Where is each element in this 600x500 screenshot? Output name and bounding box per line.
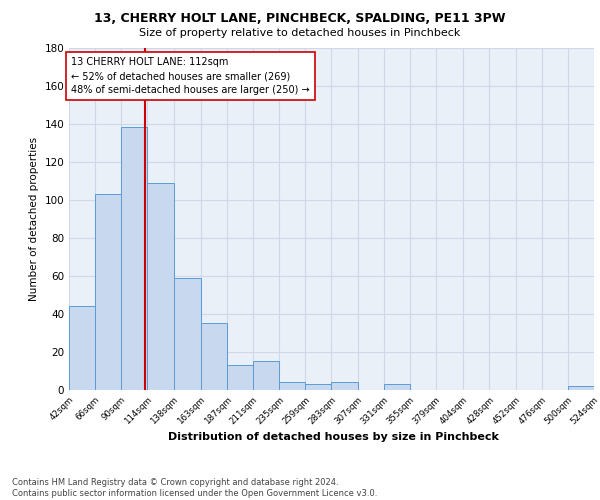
Bar [253,362,279,390]
Bar [173,278,201,390]
Bar [201,324,227,390]
Bar [331,382,358,390]
Text: Distribution of detached houses by size in Pinchbeck: Distribution of detached houses by size … [167,432,499,442]
Bar [384,384,410,390]
Bar [279,382,305,390]
Text: Size of property relative to detached houses in Pinchbeck: Size of property relative to detached ho… [139,28,461,38]
Bar [227,366,253,390]
Y-axis label: Number of detached properties: Number of detached properties [29,136,39,301]
Bar [69,306,95,390]
Bar [568,386,594,390]
Bar [305,384,331,390]
Bar [148,182,173,390]
Bar [121,128,148,390]
Text: 13, CHERRY HOLT LANE, PINCHBECK, SPALDING, PE11 3PW: 13, CHERRY HOLT LANE, PINCHBECK, SPALDIN… [94,12,506,26]
Text: Contains HM Land Registry data © Crown copyright and database right 2024.
Contai: Contains HM Land Registry data © Crown c… [12,478,377,498]
Bar [95,194,121,390]
Text: 13 CHERRY HOLT LANE: 112sqm
← 52% of detached houses are smaller (269)
48% of se: 13 CHERRY HOLT LANE: 112sqm ← 52% of det… [71,57,310,95]
